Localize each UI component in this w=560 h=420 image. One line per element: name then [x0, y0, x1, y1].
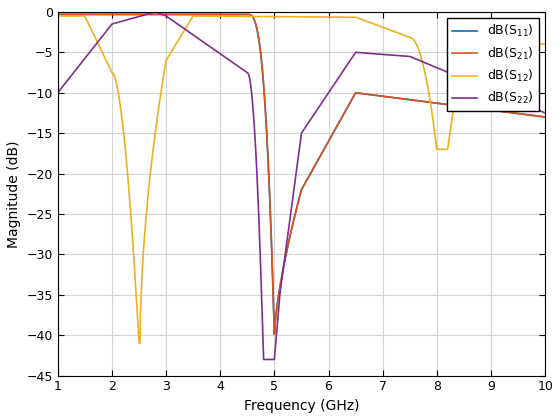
dB(S$_{11}$): [263, 114, 269, 119]
dB(S$_{22}$): [139, 13, 146, 18]
dB(S$_{21}$): [480, 107, 487, 112]
dB(S$_{12}$): [241, 14, 248, 19]
dB(S$_{21}$): [263, 114, 269, 119]
dB(S$_{11}$): [110, 12, 116, 17]
Line: dB(S$_{12}$): dB(S$_{12}$): [58, 16, 545, 343]
dB(S$_{12}$): [542, 42, 548, 47]
dB(S$_{22}$): [260, 357, 267, 362]
dB(S$_{12}$): [110, 71, 116, 76]
dB(S$_{22}$): [152, 9, 158, 14]
dB(S$_{12}$): [533, 41, 539, 46]
Line: dB(S$_{21}$): dB(S$_{21}$): [58, 14, 545, 334]
dB(S$_{12}$): [136, 341, 142, 346]
dB(S$_{21}$): [139, 12, 146, 17]
dB(S$_{11}$): [271, 332, 278, 337]
dB(S$_{22}$): [110, 21, 116, 26]
dB(S$_{21}$): [533, 113, 539, 118]
dB(S$_{22}$): [263, 357, 269, 362]
dB(S$_{21}$): [241, 12, 248, 17]
dB(S$_{21}$): [54, 12, 61, 17]
Y-axis label: Magnitude (dB): Magnitude (dB): [7, 140, 21, 247]
dB(S$_{11}$): [241, 12, 248, 17]
dB(S$_{12}$): [263, 14, 269, 19]
dB(S$_{22}$): [542, 110, 548, 116]
dB(S$_{12}$): [54, 13, 61, 18]
dB(S$_{22}$): [241, 68, 248, 74]
Line: dB(S$_{11}$): dB(S$_{11}$): [58, 14, 545, 334]
dB(S$_{22}$): [54, 90, 61, 95]
Legend: dB(S$_{11}$), dB(S$_{21}$), dB(S$_{12}$), dB(S$_{22}$): dB(S$_{11}$), dB(S$_{21}$), dB(S$_{12}$)…: [447, 18, 539, 111]
dB(S$_{11}$): [480, 107, 487, 112]
dB(S$_{21}$): [271, 332, 278, 337]
dB(S$_{21}$): [110, 12, 116, 17]
dB(S$_{11}$): [54, 12, 61, 17]
dB(S$_{11}$): [139, 12, 146, 17]
dB(S$_{22}$): [480, 85, 487, 90]
dB(S$_{12}$): [480, 36, 487, 41]
X-axis label: Frequency (GHz): Frequency (GHz): [244, 399, 359, 413]
dB(S$_{21}$): [542, 115, 548, 120]
Line: dB(S$_{22}$): dB(S$_{22}$): [58, 12, 545, 360]
dB(S$_{11}$): [542, 115, 548, 120]
dB(S$_{11}$): [533, 113, 539, 118]
dB(S$_{22}$): [533, 107, 539, 112]
dB(S$_{12}$): [139, 265, 146, 270]
